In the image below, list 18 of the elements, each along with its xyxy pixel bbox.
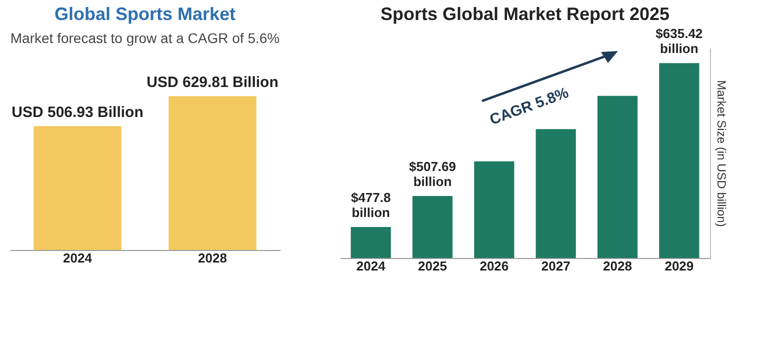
x-tick-label: 2025 [418, 258, 447, 274]
data-label: $477.8 billion [350, 190, 391, 220]
chart-title: Sports Global Market Report 2025 [380, 4, 670, 24]
x-tick-label: 2027 [541, 258, 570, 274]
x-tick-label: 2026 [480, 258, 509, 274]
x-tick-label: 2028 [198, 250, 227, 266]
data-label: USD 629.81 Billion [146, 74, 278, 92]
data-label: USD 506.93 Billion [12, 104, 144, 122]
x-tick-label: 2029 [664, 258, 694, 274]
data-label: $635.42 billion [656, 26, 703, 56]
chart-subtitle: Market forecast to grow at a CAGR of 5.6% [10, 30, 280, 46]
chart-title: Global Sports Market [54, 4, 236, 24]
y-axis-title: Market Size (in USD billion) [714, 80, 728, 227]
x-tick-label: 2028 [603, 258, 632, 274]
x-tick-label: 2024 [356, 258, 386, 274]
annotation: CAGR 5.8% [488, 84, 571, 129]
x-tick-label: 2024 [63, 250, 93, 266]
data-label: $507.69 billion [409, 158, 456, 189]
